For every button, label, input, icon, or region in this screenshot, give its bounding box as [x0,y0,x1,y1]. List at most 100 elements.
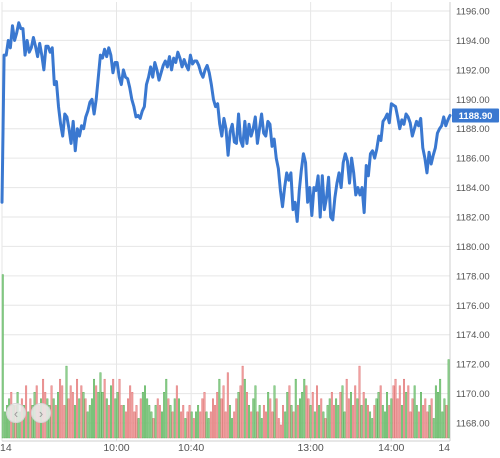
x-tick-label: 14 [0,442,12,453]
volume-bar [86,411,89,439]
volume-bar [343,411,346,439]
volume-bar [443,398,446,439]
volume-bar [78,398,81,439]
volume-bar [265,411,267,439]
volume-bar [150,411,153,439]
volume-bar [175,385,178,439]
y-tick-label: 1186.00 [456,154,490,165]
volume-bar [335,398,338,439]
volume-bar [250,411,253,439]
volume-bar [165,378,168,439]
y-tick-label: 1178.00 [456,271,490,282]
volume-bar [127,398,129,439]
volume-bar [415,405,418,439]
volume-bar [167,398,170,439]
x-tick-label: 13:00 [297,442,323,453]
volume-bar [122,405,125,439]
volume-bar [23,405,25,439]
volume-bar [303,378,306,439]
volume-bar [309,405,312,439]
volume-bar [118,378,121,439]
volume-bar [152,418,155,439]
volume-bar [228,405,231,439]
volume-bar [59,378,62,439]
volume-bar [362,392,365,439]
volume-bar [358,365,361,439]
price-line [0,21,452,223]
volume-bar [403,378,406,439]
volume-bar [169,405,172,439]
y-tick-label: 1174.00 [456,330,490,341]
volume-bar [135,405,138,439]
volume-bar [107,405,110,439]
volume-bar [260,418,263,439]
volume-bar [383,411,386,439]
volume-bar [137,418,140,439]
volume-bar [330,392,333,439]
volume-bar [311,392,314,439]
volume-bar [398,385,401,439]
volume-bar [409,411,412,439]
volume-bar [192,418,195,439]
volume-bar [54,405,57,439]
volume-bar [99,372,102,439]
volume-bar [386,392,389,439]
volume-bar [271,411,274,439]
volume-bar [400,405,403,439]
volume-bar [199,411,202,439]
volume-bar [428,405,431,439]
volume-bar [76,378,79,439]
volume-bar [305,385,308,439]
volume-bar [337,405,340,439]
volume-bar [284,411,287,439]
volume-bar [101,392,104,439]
y-tick-label: 1182.00 [456,213,490,224]
volume-bar [394,378,397,439]
volume-bar [417,411,420,439]
x-tick-label: 10:40 [178,442,204,453]
scroll-right-button[interactable]: › [31,403,51,423]
volume-bar [441,411,444,439]
y-tick-label: 1180.00 [456,242,490,253]
volume-bar [233,411,236,439]
volume-bar [307,398,310,439]
volume-bar [207,418,210,439]
last-price-label: 1188.90 [459,111,493,122]
volume-bar [237,392,240,439]
volume-bar [158,405,161,439]
volume-bar [139,398,142,439]
volume-bar [180,411,183,439]
scroll-left-button[interactable]: ‹ [6,403,26,423]
volume-bar [360,405,363,439]
volume-bar [63,405,66,439]
volume-bar [366,405,369,439]
volume-bar [57,392,59,439]
volume-bar [120,405,123,439]
y-tick-label: 1184.00 [456,183,490,194]
volume-bar [124,411,127,439]
volume-bar [69,385,72,439]
volume-bar [241,365,244,439]
volume-bar [203,392,206,439]
volume-bar [405,392,408,439]
volume-bar [29,398,32,439]
volume-bar [294,378,297,439]
volume-bar [184,418,187,439]
volume-bar [146,398,149,439]
volume-bar [218,378,221,439]
volume-bar [214,405,217,439]
volume-bar [235,398,238,439]
volume-bar [201,398,204,439]
volume-bar [6,405,8,439]
last-price-tag [452,108,499,123]
volume-bar [84,398,87,439]
volume-bar [52,398,55,439]
volume-bar [93,378,96,439]
volume-bar [48,405,51,439]
volume-bar [50,385,53,439]
volume-bar [301,392,304,439]
volume-bar [182,405,185,439]
volume-bar [275,398,278,439]
